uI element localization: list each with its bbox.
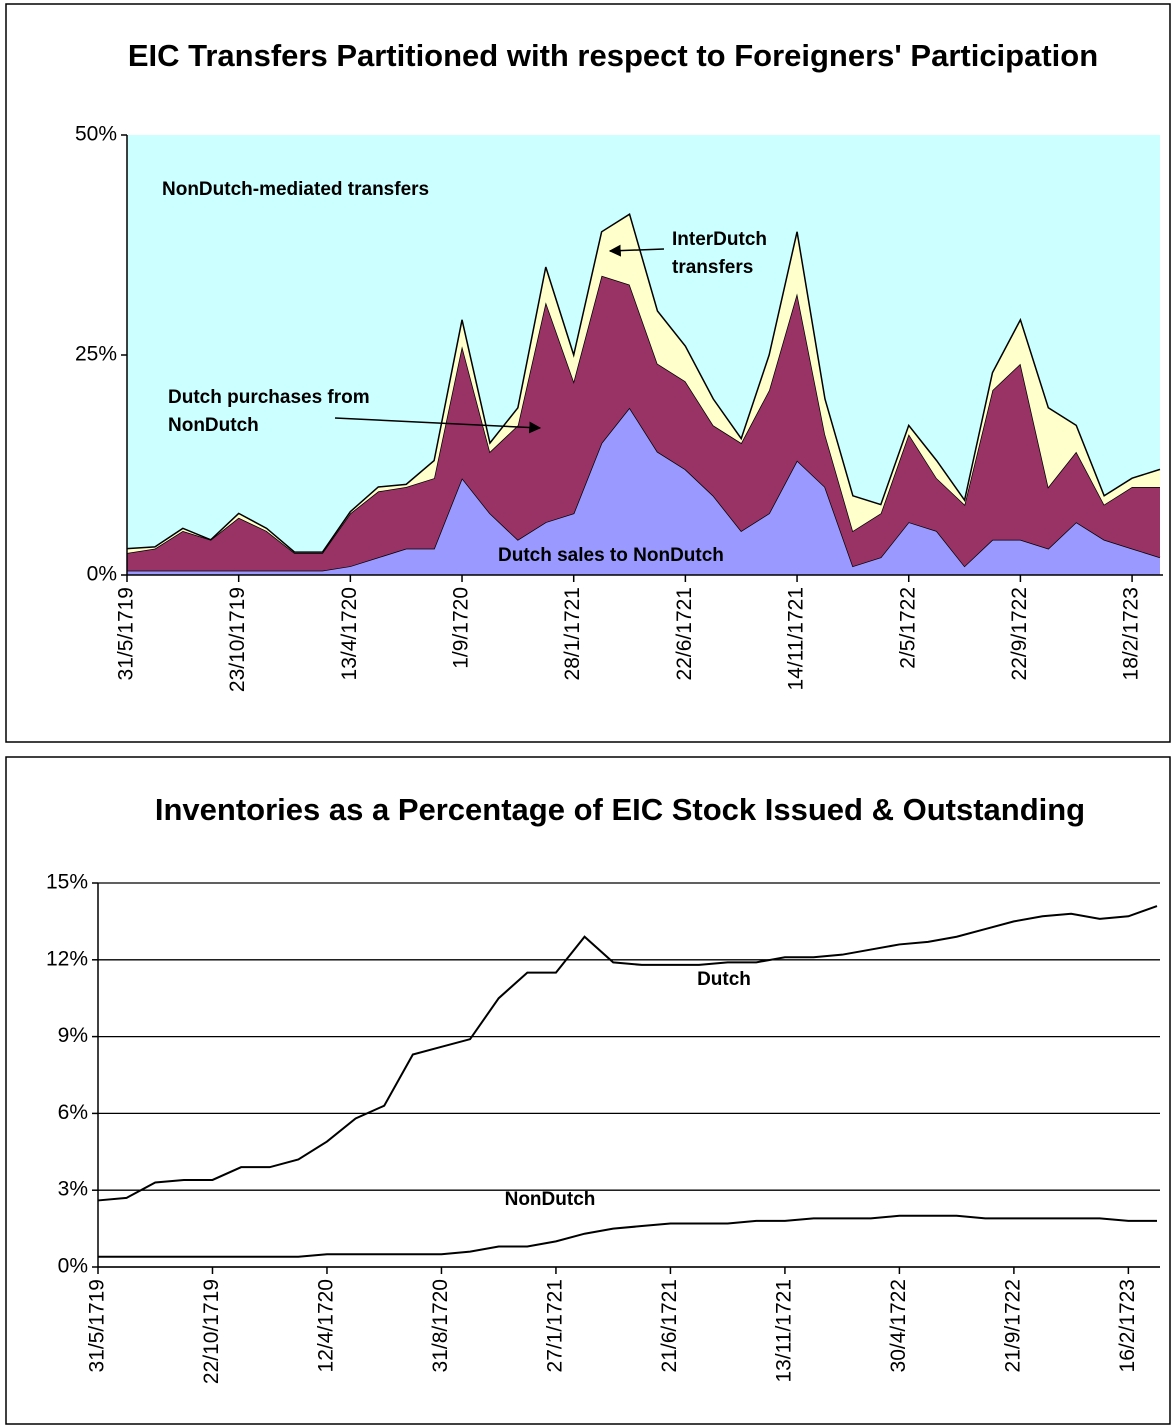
series-label: Dutch purchases from [168,387,370,408]
x-tick-label: 22/9/1722 [1008,587,1031,680]
x-tick-label: 1/9/1720 [450,587,473,669]
x-tick-label: 13/4/1720 [338,587,361,680]
y-tick-label: 12% [46,947,88,970]
x-tick-label: 13/11/1721 [772,1279,795,1383]
data-line [97,905,1158,1202]
x-tick-label: 22/10/1719 [200,1279,223,1384]
stacked-area [127,214,1160,553]
chart-title: EIC Transfers Partitioned with respect t… [128,38,1098,73]
annotation-arrow [608,244,665,257]
y-tick-label: 0% [87,563,117,586]
x-tick-label: 12/4/1720 [315,1279,338,1372]
y-tick-label: 25% [75,343,117,366]
panel-border [5,756,1171,1425]
series-label: InterDutch [672,229,767,250]
x-tick-label: 23/10/1719 [226,587,249,692]
x-tick-label: 22/6/1721 [673,587,696,680]
x-tick-label: 21/6/1721 [658,1279,681,1372]
x-tick-label: 31/5/1719 [115,587,138,680]
area-outline [126,213,1161,553]
x-tick-label: 18/2/1723 [1120,587,1143,680]
chart-title: Inventories as a Percentage of EIC Stock… [155,792,1085,827]
x-tick-label: 30/4/1722 [887,1279,910,1372]
x-tick-label: 27/1/1721 [543,1279,566,1372]
x-tick-label: 31/8/1720 [429,1279,452,1372]
x-tick-label: 31/5/1719 [86,1279,109,1372]
stacked-area [127,407,1160,575]
y-tick-label: 3% [58,1178,88,1201]
y-tick-label: 15% [46,871,88,894]
annotation: NonDutch-mediated transfers [162,179,429,200]
x-tick-label: 2/5/1722 [896,587,919,669]
x-tick-label: 14/11/1721 [785,587,808,691]
y-tick-label: 9% [58,1024,88,1047]
series-label: Dutch [697,969,751,990]
y-tick-label: 50% [75,123,117,146]
series-label: transfers [672,257,753,278]
series-label: Dutch sales to NonDutch [498,545,724,566]
y-tick-label: 6% [58,1101,88,1124]
series-label: NonDutch [505,1189,596,1210]
stacked-area [127,275,1160,571]
annotation-arrow [334,417,542,434]
series-label: NonDutch [168,415,259,436]
x-tick-label: 21/9/1722 [1001,1279,1024,1372]
x-tick-label: 16/2/1723 [1116,1279,1139,1372]
x-tick-label: 28/1/1721 [561,587,584,680]
y-tick-label: 0% [58,1255,88,1278]
data-line [98,1214,1157,1258]
